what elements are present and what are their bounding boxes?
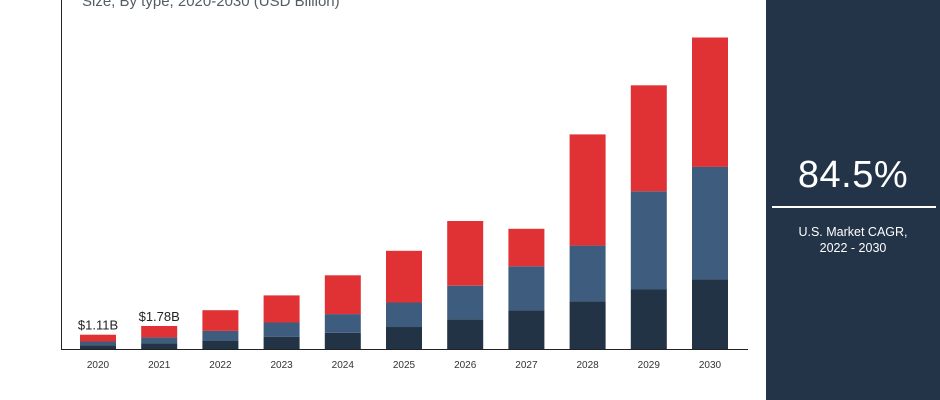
x-tick-label: 2027 (515, 360, 538, 371)
bar-segment-2025-s2 (386, 302, 422, 328)
cagr-label-line2: 2022 - 2030 (819, 241, 887, 255)
bar-segment-2029-s3 (630, 85, 667, 192)
cagr-panel: 84.5% U.S. Market CAGR, 2022 - 2030 (766, 0, 940, 400)
bar-segment-2025-s3 (386, 250, 422, 303)
cagr-value: 84.5% (797, 154, 909, 196)
bar-chart: $1.11B $1.78B 2020 2021 2022 2023 2024 2025 202… (61, 0, 748, 371)
bar-segment-2030-s2 (692, 166, 728, 280)
bar-segment-2020-s2 (80, 341, 116, 346)
bar-segment-2026-s2 (447, 285, 484, 320)
bar-segment-2021-s2 (141, 337, 178, 344)
bar-segment-2026-s3 (447, 221, 484, 286)
bar-segment-2030-s1 (692, 279, 728, 349)
bar-segment-2022-s2 (202, 330, 239, 341)
bar-segment-2021-s3 (141, 326, 178, 338)
x-tick-label: 2025 (393, 360, 416, 371)
chart-area: Size, By type, 2020-2030 (USD Billion) $… (61, 0, 748, 371)
x-tick-label: 2021 (148, 360, 171, 371)
bar-segment-2023-s1 (263, 336, 300, 349)
cagr-divider (772, 206, 936, 208)
data-label-2021: $1.78B (139, 309, 180, 324)
bar-segment-2023-s2 (263, 322, 300, 337)
bar-segment-2020-s3 (80, 334, 116, 342)
bar-segment-2021-s1 (141, 343, 178, 349)
bar-segment-2028-s3 (569, 134, 606, 246)
x-tick-label: 2020 (87, 360, 110, 371)
bar-segment-2025-s1 (386, 327, 422, 349)
bar-segment-2028-s1 (569, 301, 606, 349)
x-tick-label: 2022 (209, 360, 232, 371)
x-tick-label: 2029 (638, 360, 661, 371)
bar-segment-2029-s2 (630, 191, 667, 290)
bar-segment-2029-s1 (630, 289, 667, 349)
x-tick-label: 2028 (576, 360, 599, 371)
cagr-label-line1: U.S. Market CAGR, (798, 225, 908, 239)
bar-segment-2027-s2 (508, 266, 545, 311)
x-tick-label: 2024 (332, 360, 355, 371)
bar-segment-2023-s3 (263, 295, 300, 323)
cagr-label: U.S. Market CAGR, 2022 - 2030 (766, 224, 940, 256)
x-tick-label: 2023 (270, 360, 293, 371)
x-tick-label: 2026 (454, 360, 477, 371)
bar-segment-2022-s1 (202, 340, 239, 349)
bar-segment-2020-s1 (80, 345, 116, 349)
bar-segment-2022-s3 (202, 310, 239, 331)
data-label-2020: $1.11B (78, 318, 118, 333)
bar-segment-2027-s3 (508, 228, 545, 267)
chart-subtitle: Size, By type, 2020-2030 (USD Billion) (82, 0, 340, 10)
bar-segment-2024-s2 (324, 314, 361, 333)
bar-segment-2026-s1 (447, 319, 484, 349)
bar-segment-2027-s1 (508, 310, 545, 349)
bar-segment-2024-s1 (324, 332, 361, 349)
x-tick-label: 2030 (699, 360, 722, 371)
bar-segment-2028-s2 (569, 245, 606, 302)
bar-segment-2030-s3 (692, 37, 728, 167)
bar-segment-2024-s3 (324, 275, 361, 315)
